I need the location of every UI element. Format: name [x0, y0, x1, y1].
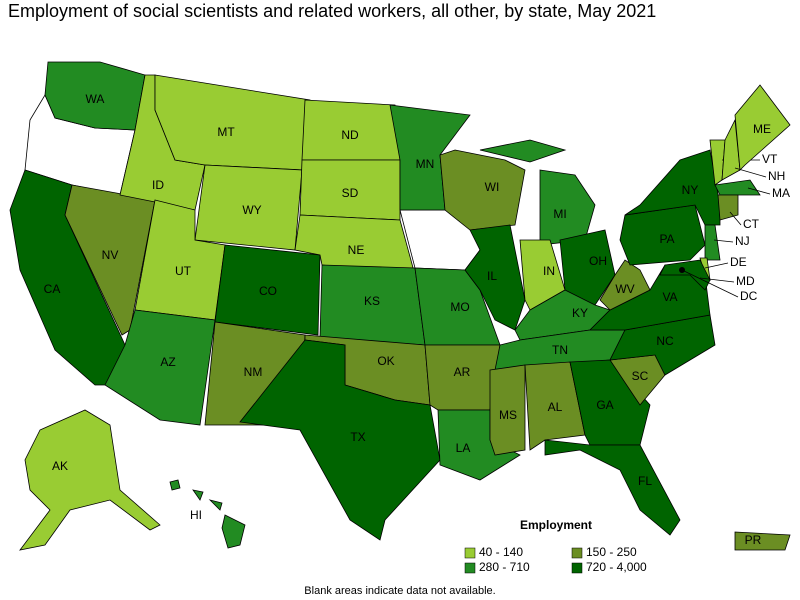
footnote: Blank areas indicate data not available. — [304, 585, 495, 597]
state-label: IN — [543, 264, 555, 278]
state — [239, 339, 441, 541]
state-label: VT — [762, 152, 778, 166]
state — [221, 514, 246, 549]
state-label: NJ — [735, 234, 750, 248]
state — [169, 479, 181, 491]
state — [214, 244, 321, 336]
state — [599, 259, 651, 311]
leader-line — [681, 269, 739, 298]
state — [208, 499, 223, 511]
leader-line — [729, 211, 742, 226]
state-label: AZ — [160, 355, 175, 369]
state-label: LA — [456, 441, 471, 455]
state — [659, 259, 711, 291]
state — [44, 61, 146, 131]
state — [714, 179, 761, 196]
state-label: NH — [768, 169, 785, 183]
state — [704, 224, 721, 261]
state-label: ME — [753, 122, 771, 136]
state-label: HI — [190, 508, 202, 522]
state-label: TX — [350, 430, 365, 444]
state-label: MI — [553, 207, 566, 221]
state — [734, 531, 791, 551]
state-label: OH — [589, 254, 607, 268]
state-label: WI — [485, 180, 500, 194]
state-label: NV — [102, 248, 119, 262]
legend-swatch — [571, 562, 583, 574]
state-label: WV — [615, 282, 634, 296]
state — [19, 409, 161, 551]
state-label: OK — [377, 354, 394, 368]
state-label: MA — [772, 186, 790, 200]
state-label: FL — [638, 474, 652, 488]
state-label: NE — [348, 243, 365, 257]
state-label: SD — [342, 186, 359, 200]
state-label: UT — [175, 264, 192, 278]
state — [524, 361, 586, 451]
state-label: WY — [242, 203, 261, 217]
state-label: TN — [552, 343, 568, 357]
legend-title: Employment — [520, 518, 592, 532]
state-label: ID — [152, 178, 164, 192]
state — [414, 267, 501, 346]
state — [154, 74, 311, 171]
state-label: GA — [596, 398, 613, 412]
state — [192, 489, 204, 501]
state-label: DE — [730, 255, 747, 269]
state-label: VA — [662, 290, 677, 304]
map-title: Employment of social scientists and rela… — [8, 1, 656, 21]
state-label: MD — [736, 274, 755, 288]
state — [464, 224, 526, 331]
state-label: IL — [487, 269, 497, 283]
state-label: WA — [86, 92, 105, 106]
state-label: CO — [259, 284, 277, 298]
state-label: AL — [548, 400, 563, 414]
state-label: ND — [341, 128, 359, 142]
state — [544, 439, 681, 536]
legend-swatch — [571, 547, 583, 559]
state-label: CA — [44, 282, 61, 296]
state — [717, 194, 739, 221]
leader-line — [704, 262, 729, 269]
legend-label: 280 - 710 — [479, 560, 530, 574]
leader-line — [713, 239, 734, 243]
state — [479, 139, 567, 163]
state-label: SC — [632, 369, 649, 383]
state-label: AK — [52, 459, 68, 473]
legend-label: 150 - 250 — [586, 545, 637, 559]
state-label: KY — [572, 306, 588, 320]
legend-label: 40 - 140 — [479, 545, 523, 559]
leader-line — [699, 277, 735, 283]
legend-swatch — [464, 562, 476, 574]
state-label: NY — [682, 183, 699, 197]
state-label: AR — [454, 365, 471, 379]
leader-line — [747, 187, 771, 195]
state-label: NM — [244, 365, 263, 379]
state-label: CT — [743, 217, 760, 231]
legend-swatch — [464, 547, 476, 559]
state-label: MN — [416, 157, 435, 171]
state-label: DC — [740, 289, 758, 303]
state — [734, 84, 791, 171]
state-label: PR — [745, 533, 762, 547]
state-label: MT — [217, 125, 235, 139]
legend-label: 720 - 4,000 — [586, 560, 647, 574]
state-label: PA — [659, 232, 674, 246]
state-label: MS — [499, 408, 517, 422]
state-label: MO — [450, 300, 469, 314]
state-label: NC — [656, 334, 674, 348]
state — [624, 149, 721, 226]
state-label: KS — [364, 294, 380, 308]
